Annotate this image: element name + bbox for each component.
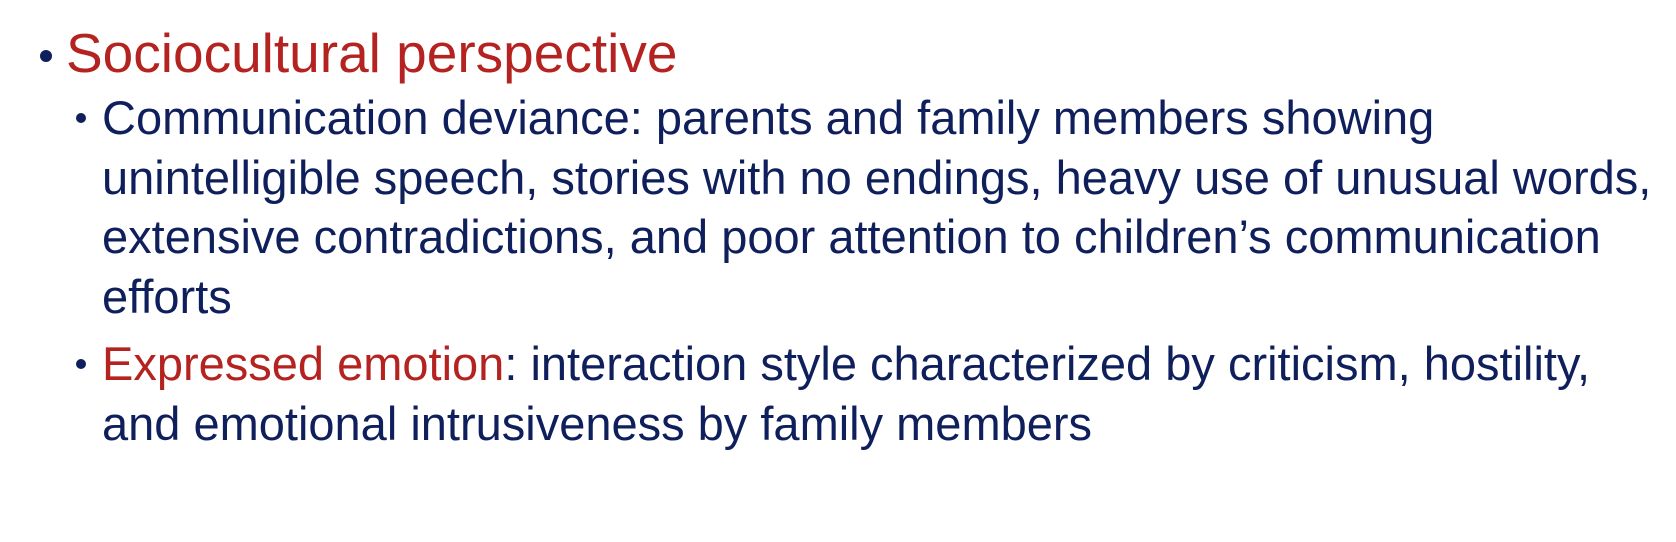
bullet-icon [76, 113, 86, 123]
bullet-icon [76, 359, 86, 369]
bullet-text: Communication deviance: parents and fami… [102, 91, 1652, 323]
bullet-icon [40, 50, 52, 62]
bullet-text: : interaction style characterized by cri… [102, 337, 1591, 450]
bullet-item-expressed-emotion: Expressed emotion: interaction style cha… [76, 334, 1666, 453]
slide-heading: Sociocultural perspective [66, 22, 678, 84]
bullet-content: Expressed emotion: interaction style cha… [102, 334, 1666, 453]
highlighted-term: Expressed emotion [102, 337, 505, 390]
heading-bullet-item: Sociocultural perspective [40, 22, 1660, 84]
bullet-item-communication-deviance: Communication deviance: parents and fami… [76, 88, 1666, 326]
